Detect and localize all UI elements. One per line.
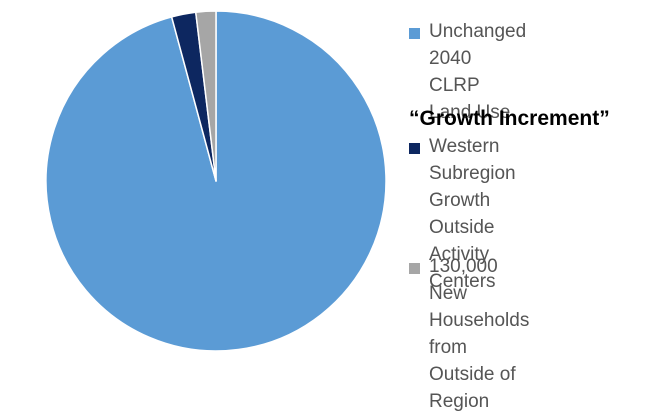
legend-swatch-western-subregion xyxy=(409,143,420,154)
pie-chart xyxy=(45,10,387,351)
legend-label-western-subregion: Western Subregion Growth Outside Activit… xyxy=(429,136,516,292)
pie-slice-new-households xyxy=(195,10,217,182)
legend-label-unchanged: Unchanged 2040 CLRP Land Use xyxy=(429,21,527,123)
legend-swatch-new-households xyxy=(409,263,420,274)
legend-group-heading: “Growth Increment” xyxy=(409,107,610,130)
legend-label-new-households: 130,000 New Households from Outside of R… xyxy=(429,256,530,412)
legend-swatch-unchanged xyxy=(409,28,420,39)
